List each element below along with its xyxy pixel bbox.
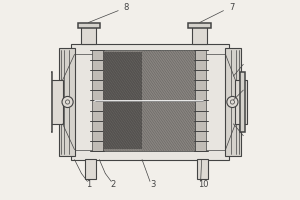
Text: 8: 8 bbox=[124, 3, 129, 12]
Bar bbox=[47, 72, 52, 132]
Bar bbox=[70, 44, 230, 160]
Bar bbox=[195, 50, 206, 151]
Text: 10: 10 bbox=[198, 180, 209, 189]
Bar bbox=[92, 50, 103, 151]
Bar bbox=[240, 72, 245, 132]
Bar bbox=[103, 50, 195, 151]
Text: 1: 1 bbox=[86, 180, 91, 189]
Bar bbox=[85, 159, 96, 179]
Circle shape bbox=[227, 96, 238, 108]
Bar bbox=[77, 23, 100, 28]
Bar bbox=[226, 48, 242, 156]
Bar bbox=[197, 159, 208, 179]
Bar bbox=[51, 80, 63, 124]
Circle shape bbox=[62, 96, 73, 108]
Bar bbox=[188, 23, 211, 28]
Bar bbox=[82, 23, 96, 44]
Text: 3: 3 bbox=[150, 180, 156, 189]
Bar bbox=[103, 52, 142, 149]
Bar bbox=[58, 48, 74, 156]
Bar bbox=[192, 23, 207, 44]
Text: 2: 2 bbox=[111, 180, 116, 189]
Text: 7: 7 bbox=[230, 3, 235, 12]
Bar bbox=[236, 80, 247, 124]
